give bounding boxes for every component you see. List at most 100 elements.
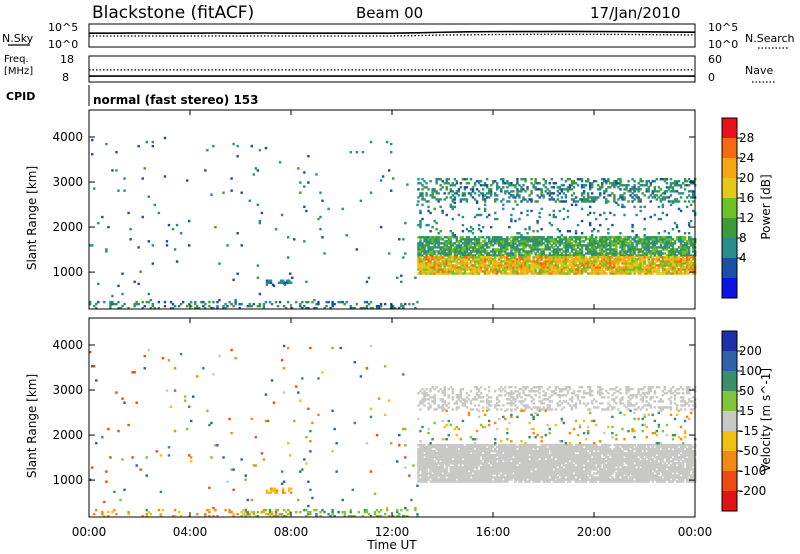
heatmap-cell bbox=[498, 240, 501, 243]
heatmap-cell bbox=[437, 236, 440, 239]
heatmap-cell bbox=[514, 458, 517, 461]
heatmap-cell bbox=[691, 254, 695, 257]
heatmap-cell bbox=[387, 169, 391, 172]
heatmap-cell bbox=[530, 260, 533, 263]
heatmap-cell bbox=[534, 464, 537, 467]
heatmap-cell bbox=[465, 449, 469, 453]
heatmap-cell bbox=[491, 248, 495, 251]
heatmap-cell bbox=[605, 200, 608, 203]
heatmap-cell bbox=[459, 458, 463, 461]
heatmap-cell bbox=[562, 272, 566, 275]
heatmap-cell bbox=[477, 256, 481, 259]
heatmap-cell bbox=[435, 262, 438, 265]
heatmap-cell bbox=[637, 248, 640, 251]
heatmap-cell bbox=[659, 272, 663, 275]
heatmap-cell bbox=[592, 211, 596, 215]
heatmap-cell bbox=[570, 254, 574, 257]
heatmap-cell bbox=[363, 508, 367, 512]
heatmap-cell bbox=[487, 262, 491, 265]
heatmap-cell bbox=[506, 462, 509, 465]
heatmap-cell bbox=[331, 512, 334, 516]
heatmap-cell bbox=[363, 306, 367, 310]
heatmap-cell bbox=[119, 306, 122, 310]
heatmap-cell bbox=[611, 182, 614, 185]
heatmap-cell bbox=[520, 254, 523, 257]
heatmap-cell bbox=[611, 270, 614, 273]
heatmap-cell bbox=[461, 236, 465, 239]
heatmap-cell bbox=[586, 258, 590, 261]
heatmap-cell bbox=[95, 306, 98, 310]
heatmap-cell bbox=[355, 150, 359, 154]
heatmap-cell bbox=[481, 443, 485, 447]
heatmap-cell bbox=[534, 186, 537, 189]
heatmap-cell bbox=[667, 262, 671, 265]
heatmap-cell bbox=[510, 213, 513, 217]
heatmap-cell bbox=[514, 468, 517, 471]
heatmap-cell bbox=[433, 462, 436, 465]
heatmap-cell bbox=[609, 262, 612, 265]
heatmap-cell bbox=[483, 184, 487, 187]
heatmap-cell bbox=[451, 480, 455, 483]
heatmap-cell bbox=[465, 198, 469, 201]
heatmap-cell bbox=[473, 266, 477, 269]
heatmap-cell bbox=[506, 464, 509, 467]
heatmap-cell bbox=[463, 240, 467, 243]
heatmap-cell bbox=[582, 266, 586, 269]
heatmap-cell bbox=[522, 460, 525, 463]
heatmap-cell bbox=[423, 186, 426, 189]
heatmap-cell bbox=[619, 246, 622, 249]
heatmap-cell bbox=[481, 453, 485, 457]
heatmap-cell bbox=[663, 268, 667, 271]
heatmap-cell bbox=[419, 458, 422, 461]
heatmap-cell bbox=[542, 242, 545, 245]
heatmap-cell bbox=[417, 236, 420, 239]
heatmap-cell bbox=[437, 470, 440, 473]
heatmap-cell bbox=[661, 268, 665, 271]
heatmap-cell bbox=[443, 480, 446, 483]
heatmap-cell bbox=[524, 254, 527, 257]
heatmap-cell bbox=[377, 510, 381, 514]
heatmap-cell bbox=[246, 304, 249, 308]
heatmap-cell bbox=[586, 177, 590, 181]
heatmap-cell bbox=[667, 252, 671, 255]
heatmap-cell bbox=[532, 244, 535, 247]
heatmap-cell bbox=[443, 447, 446, 451]
heatmap-cell bbox=[681, 246, 685, 249]
heatmap-cell bbox=[487, 196, 491, 199]
heatmap-cell bbox=[416, 300, 419, 304]
heatmap-cell bbox=[574, 242, 578, 245]
heatmap-cell bbox=[540, 250, 543, 253]
heatmap-cell bbox=[202, 304, 205, 308]
heatmap-cell bbox=[427, 248, 430, 251]
heatmap-cell bbox=[421, 480, 424, 483]
heatmap-cell bbox=[673, 184, 677, 187]
heatmap-cell bbox=[467, 248, 471, 251]
heatmap-cell bbox=[514, 266, 517, 269]
heatmap-cell bbox=[574, 268, 578, 271]
heatmap-cell bbox=[463, 478, 467, 481]
heatmap-cell bbox=[343, 512, 346, 516]
heatmap-cell bbox=[609, 250, 612, 253]
heatmap-cell bbox=[496, 260, 499, 263]
heatmap-cell bbox=[514, 449, 517, 453]
heatmap-cell bbox=[222, 306, 225, 310]
heatmap-cell bbox=[603, 192, 606, 195]
heatmap-cell bbox=[461, 443, 465, 447]
heatmap-cell bbox=[494, 447, 497, 451]
heatmap-cell bbox=[607, 236, 610, 239]
heatmap-cell bbox=[443, 272, 446, 275]
heatmap-cell bbox=[607, 248, 610, 251]
heatmap-cell bbox=[91, 138, 94, 142]
heatmap-cell bbox=[562, 192, 566, 195]
heatmap-cell bbox=[544, 451, 547, 455]
heatmap-cell bbox=[524, 227, 527, 231]
heatmap-cell bbox=[449, 445, 452, 449]
heatmap-cell bbox=[455, 449, 459, 453]
heatmap-cell bbox=[479, 476, 483, 479]
heatmap-cell bbox=[524, 266, 527, 269]
heatmap-cell bbox=[671, 227, 675, 231]
heatmap-cell bbox=[532, 236, 535, 239]
heatmap-cell bbox=[449, 460, 452, 463]
heatmap-cell bbox=[550, 272, 553, 275]
heatmap-cell bbox=[552, 455, 556, 459]
